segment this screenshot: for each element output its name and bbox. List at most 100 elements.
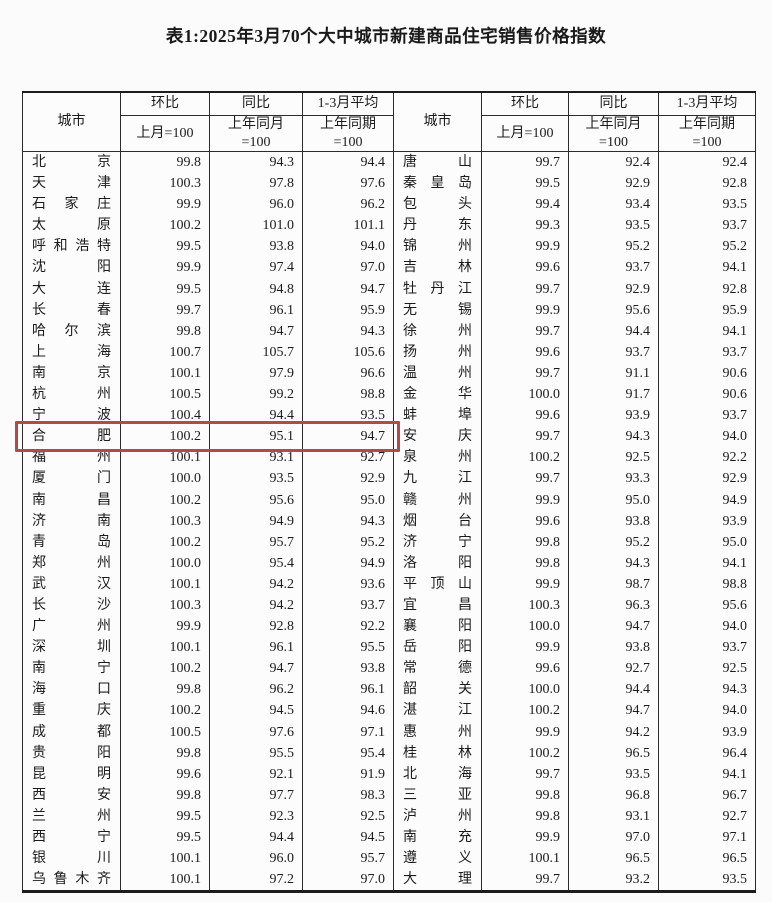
yoy-value: 95.1 (209, 426, 303, 448)
avg-value: 92.9 (658, 468, 756, 490)
table-row: 哈尔滨 99.8 94.7 94.3 徐州 99.7 94.4 94.1 (22, 320, 756, 342)
yoy-value: 94.7 (209, 320, 303, 342)
avg-value: 95.0 (302, 489, 394, 511)
city-cell: 济南 (22, 510, 121, 532)
yoy-value: 92.7 (568, 658, 659, 680)
yoy-value: 94.4 (568, 679, 659, 701)
city-cell: 兰州 (22, 805, 121, 827)
city-cell: 武汉 (22, 573, 121, 595)
yoy-value: 96.1 (209, 299, 303, 321)
table-row: 呼和浩特 99.5 93.8 94.0 锦州 99.9 95.2 95.2 (22, 236, 756, 258)
header-base-line1: 上年同月 (228, 117, 284, 132)
avg-value: 93.7 (658, 215, 756, 237)
yoy-value: 93.5 (568, 215, 659, 237)
table-row: 济南 100.3 94.9 94.3 烟台 99.6 93.8 93.9 (22, 510, 756, 532)
table-row: 合肥 100.2 95.1 94.7 安庆 99.7 94.3 94.0 (22, 426, 756, 448)
city-cell: 洛阳 (393, 552, 482, 574)
yoy-value: 93.9 (568, 405, 659, 427)
yoy-value: 97.6 (209, 721, 303, 743)
mom-value: 99.8 (120, 742, 210, 764)
yoy-value: 97.9 (209, 362, 303, 385)
avg-value: 95.7 (302, 848, 394, 870)
mom-value: 99.5 (120, 827, 210, 849)
mom-value: 100.5 (120, 721, 210, 743)
yoy-value: 94.5 (209, 700, 303, 722)
yoy-value: 96.3 (568, 594, 659, 617)
avg-value: 94.7 (302, 426, 394, 448)
header-city-left: 城市 (22, 92, 121, 152)
avg-value: 93.5 (658, 194, 756, 216)
yoy-value: 93.5 (209, 468, 303, 490)
table-row: 西宁 99.5 94.4 94.5 南充 99.9 97.0 97.1 (22, 827, 756, 849)
city-cell: 泸州 (393, 805, 482, 827)
header-mom-left: 环比 (120, 92, 210, 116)
table-row: 成都 100.5 97.6 97.1 惠州 99.9 94.2 93.9 (22, 721, 756, 743)
city-cell: 包头 (393, 194, 482, 216)
city-cell: 合肥 (22, 426, 121, 448)
yoy-value: 97.8 (209, 173, 303, 195)
city-cell: 丹东 (393, 215, 482, 237)
yoy-value: 96.1 (209, 637, 303, 659)
mom-value: 100.0 (120, 552, 210, 574)
city-cell: 徐州 (393, 320, 482, 342)
mom-value: 99.3 (481, 215, 569, 237)
city-cell: 宜昌 (393, 594, 482, 617)
header-base-line2: =100 (241, 134, 271, 150)
mom-value: 99.5 (481, 173, 569, 195)
header-avg-base-right: 上年同期 =100 (658, 115, 756, 152)
mom-value: 100.1 (120, 848, 210, 870)
city-cell: 重庆 (22, 700, 121, 722)
mom-value: 100.1 (481, 848, 569, 870)
mom-value: 100.2 (120, 489, 210, 511)
mom-value: 100.5 (120, 384, 210, 406)
mom-value: 100.3 (481, 594, 569, 617)
avg-value: 95.6 (658, 594, 756, 617)
city-cell: 厦门 (22, 468, 121, 490)
city-cell: 海口 (22, 679, 121, 701)
table-row: 南昌 100.2 95.6 95.0 赣州 99.9 95.0 94.9 (22, 489, 756, 511)
header-yoy-right: 同比 (568, 92, 659, 116)
yoy-value: 94.2 (568, 721, 659, 743)
city-cell: 长春 (22, 299, 121, 321)
mom-value: 99.5 (120, 236, 210, 258)
table-row: 青岛 100.2 95.7 95.2 济宁 99.8 95.2 95.0 (22, 531, 756, 553)
city-cell: 天津 (22, 173, 121, 195)
avg-value: 90.6 (658, 362, 756, 385)
city-cell: 赣州 (393, 489, 482, 511)
city-cell: 惠州 (393, 721, 482, 743)
mom-value: 99.7 (481, 278, 569, 300)
city-cell: 遵义 (393, 848, 482, 870)
table-row: 上海 100.7 105.7 105.6 扬州 99.6 93.7 93.7 (22, 341, 756, 363)
yoy-value: 95.5 (209, 742, 303, 764)
avg-value: 94.3 (302, 320, 394, 342)
yoy-value: 95.2 (568, 531, 659, 553)
avg-value: 96.4 (658, 742, 756, 764)
yoy-value: 94.7 (209, 658, 303, 680)
yoy-value: 97.2 (209, 869, 303, 892)
mom-value: 99.8 (481, 805, 569, 827)
yoy-value: 97.7 (209, 784, 303, 806)
avg-value: 93.9 (658, 510, 756, 532)
mom-value: 100.3 (120, 510, 210, 532)
table-body: 北京 99.8 94.3 94.4 唐山 99.7 92.4 92.4 天津 100.3 97.8 9… (22, 151, 756, 892)
mom-value: 100.2 (120, 700, 210, 722)
avg-value: 95.4 (302, 742, 394, 764)
city-cell: 蚌埠 (393, 405, 482, 427)
city-cell: 岳阳 (393, 637, 482, 659)
header-avg-left: 1-3月平均 (302, 92, 394, 116)
city-cell: 北海 (393, 763, 482, 785)
mom-value: 99.7 (120, 299, 210, 321)
mom-value: 99.5 (120, 805, 210, 827)
mom-value: 100.2 (481, 447, 569, 469)
page-title: 表1:2025年3月70个大中城市新建商品住宅销售价格指数 (165, 26, 607, 46)
avg-value: 94.1 (658, 763, 756, 785)
mom-value: 99.8 (120, 784, 210, 806)
avg-value: 92.8 (658, 173, 756, 195)
mom-value: 100.1 (120, 362, 210, 385)
yoy-value: 95.7 (209, 531, 303, 553)
price-index-table: 城市 环比 同比 1-3月平均 城市 环比 同比 1-3月平均 上月=100 上… (22, 91, 756, 894)
header-base-line1: 上年同期 (679, 117, 735, 132)
avg-value: 92.2 (658, 447, 756, 469)
city-cell: 九江 (393, 468, 482, 490)
mom-value: 99.9 (481, 637, 569, 659)
